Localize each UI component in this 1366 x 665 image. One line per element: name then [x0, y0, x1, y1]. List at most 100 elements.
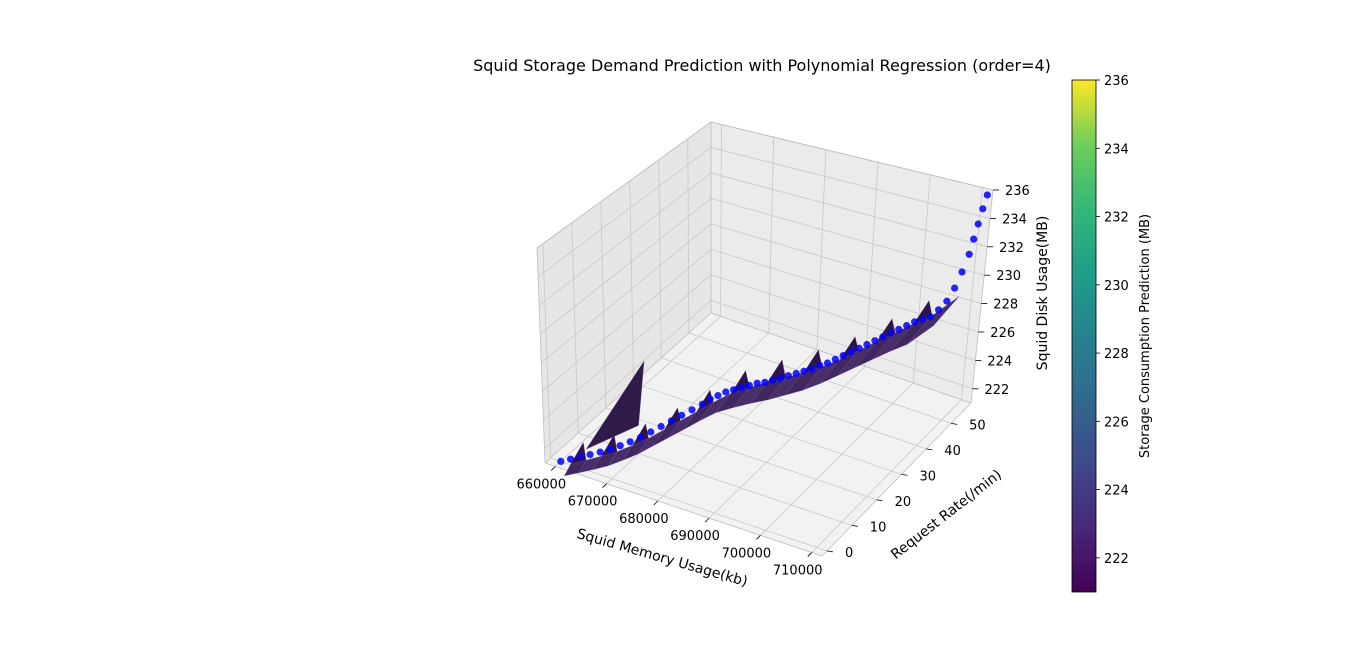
data-point — [831, 355, 839, 363]
z-tick-label: 228 — [993, 298, 1018, 313]
data-point — [753, 379, 761, 387]
y-tick-label: 20 — [895, 495, 912, 510]
x-tick-label: 700000 — [722, 546, 772, 561]
z-grid-line — [710, 223, 982, 304]
pane-edge — [970, 189, 994, 404]
colorbar-tick-label: 234 — [1104, 142, 1129, 157]
data-point — [706, 395, 714, 403]
data-point — [970, 235, 978, 243]
y-grid-line — [550, 457, 828, 552]
data-point — [698, 400, 707, 408]
data-point — [823, 359, 832, 367]
data-point — [918, 315, 927, 323]
data-point — [626, 438, 634, 446]
x-grid-line — [606, 332, 770, 484]
data-point — [657, 422, 665, 431]
z-tick-label: 230 — [996, 269, 1021, 284]
y-tick-mark — [876, 499, 883, 502]
x-tick-mark — [807, 552, 813, 557]
y-tick-label: 0 — [845, 546, 853, 561]
pane-edge — [821, 402, 972, 557]
data-point — [926, 313, 935, 321]
y-grid-line — [658, 159, 662, 359]
x-grid-line — [811, 399, 962, 553]
colorbar-tick-label: 222 — [1104, 552, 1129, 567]
y-grid-line — [542, 243, 551, 459]
data-point — [745, 381, 753, 389]
left-pane — [537, 122, 711, 463]
z-grid-line — [544, 299, 712, 449]
z-tick-label: 236 — [1005, 184, 1030, 199]
x-tick-label: 660000 — [516, 477, 566, 492]
z-tick-label: 224 — [987, 354, 1012, 369]
x-tick-label: 670000 — [568, 495, 618, 510]
data-point — [688, 406, 696, 414]
y-grid-line — [661, 357, 927, 450]
x-grid-line — [760, 382, 914, 536]
colorbar — [1071, 79, 1097, 593]
y-grid-line — [605, 407, 877, 501]
colorbar-label: Storage Consumption Prediction (MB) — [1138, 214, 1153, 458]
z-tick-label: 232 — [999, 241, 1024, 256]
colorbar-tick-label: 228 — [1104, 347, 1129, 362]
data-point — [586, 451, 594, 459]
y-grid-line — [687, 138, 690, 334]
z-grid-line — [710, 172, 988, 248]
colorbar-tick-label: 230 — [1104, 279, 1129, 294]
x-tick-mark — [550, 466, 556, 471]
z-grid-line — [543, 274, 712, 421]
y-grid-line — [578, 432, 852, 526]
x-grid-line — [816, 149, 827, 350]
colorbar-ticks: 222 224 226 228 230 232 234 236 — [1096, 74, 1129, 567]
z-grid-line — [538, 172, 712, 306]
chart-title: Squid Storage Demand Prediction with Pol… — [473, 56, 1051, 75]
data-point — [557, 457, 565, 465]
data-point — [839, 352, 847, 360]
z-grid-line — [542, 249, 712, 392]
surface-spike — [585, 361, 645, 450]
data-point — [714, 392, 722, 400]
z-axis-label: Squid Disk Usage(MB) — [1035, 216, 1051, 371]
data-point — [903, 322, 911, 330]
data-point — [979, 205, 987, 213]
data-point — [983, 191, 991, 199]
x-tick-mark — [653, 500, 659, 506]
z-tick-label: 234 — [1002, 212, 1027, 227]
data-point — [887, 329, 895, 337]
data-point — [606, 446, 614, 454]
colorbar-tick-label: 224 — [1104, 484, 1129, 499]
z-grid-line — [710, 274, 976, 361]
z-tick-label: 222 — [985, 383, 1010, 398]
colorbar-tick-label: 236 — [1104, 74, 1129, 89]
data-point — [769, 376, 777, 384]
data-point — [958, 268, 966, 276]
pane-edge — [536, 247, 546, 464]
data-point — [667, 417, 676, 425]
data-point — [879, 333, 887, 341]
x-grid-line — [768, 137, 775, 334]
y-tick-mark — [826, 550, 834, 553]
data-point — [943, 297, 951, 305]
scatter-series — [557, 191, 991, 465]
x-tick-mark — [602, 483, 607, 488]
data-point — [935, 306, 943, 314]
z-grid-line — [537, 147, 712, 277]
y-tick-mark — [851, 525, 858, 527]
data-point — [576, 453, 584, 461]
data-point — [863, 340, 871, 349]
data-point — [816, 361, 824, 369]
data-point — [730, 386, 738, 394]
data-point — [761, 378, 769, 386]
z-grid-line — [539, 198, 712, 335]
x-grid-line — [708, 366, 866, 519]
colorbar-tick-label: 232 — [1104, 211, 1129, 226]
y-tick-mark — [926, 448, 933, 451]
data-point — [722, 388, 730, 396]
data-point — [792, 369, 800, 378]
data-point — [678, 411, 686, 419]
data-point — [808, 365, 816, 373]
y-grid-line — [629, 180, 634, 384]
y-tick-mark — [951, 423, 958, 425]
data-point — [965, 250, 973, 258]
